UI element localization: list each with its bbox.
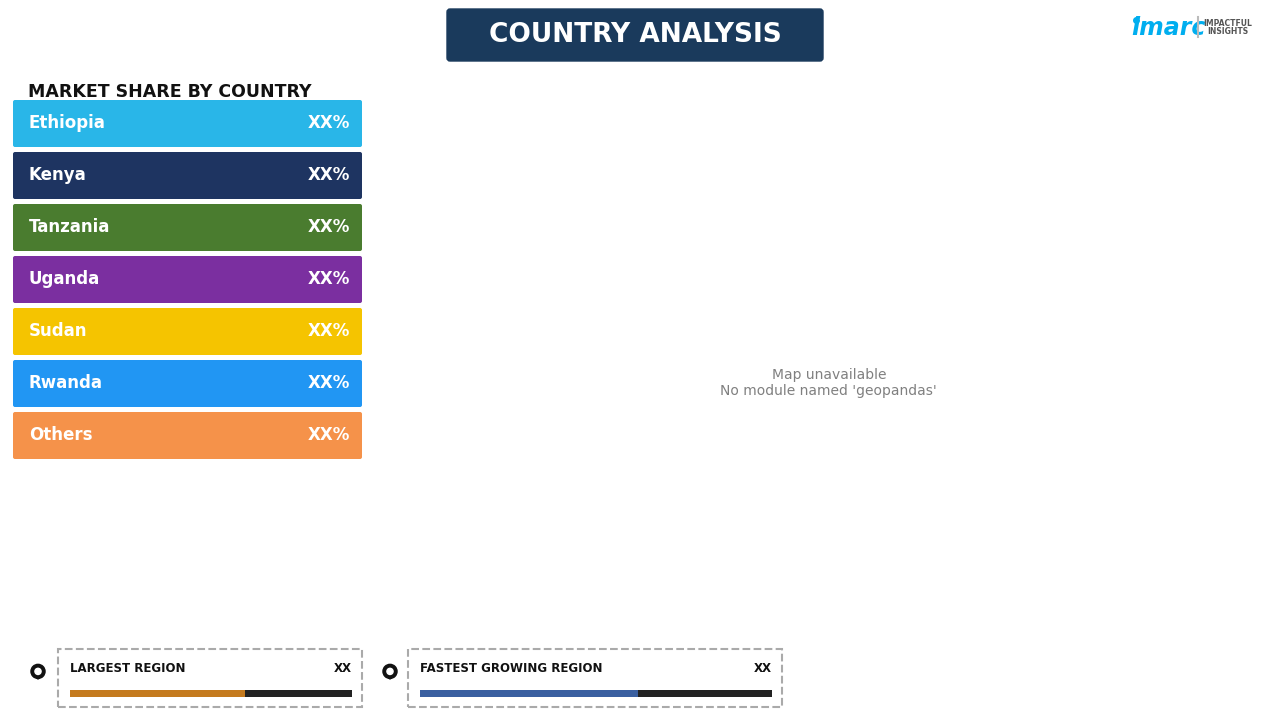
Text: XX%: XX% [307, 218, 349, 236]
Text: XX%: XX% [307, 166, 349, 184]
Text: XX%: XX% [307, 374, 349, 392]
Text: Uganda: Uganda [29, 271, 100, 289]
FancyBboxPatch shape [13, 308, 362, 355]
Text: FASTEST GROWING REGION: FASTEST GROWING REGION [420, 662, 603, 675]
FancyBboxPatch shape [13, 204, 362, 251]
Polygon shape [32, 671, 44, 679]
Circle shape [35, 668, 41, 675]
Text: COUNTRY ANALYSIS: COUNTRY ANALYSIS [489, 22, 781, 48]
Text: imarc: imarc [1130, 16, 1206, 40]
FancyBboxPatch shape [13, 256, 362, 303]
Bar [70, 690, 244, 697]
Text: Sudan: Sudan [29, 323, 87, 341]
Text: XX%: XX% [307, 114, 349, 132]
FancyBboxPatch shape [447, 9, 823, 61]
Text: XX%: XX% [307, 426, 349, 444]
Circle shape [31, 665, 45, 678]
Circle shape [383, 665, 397, 678]
Text: Others: Others [29, 426, 92, 444]
Text: IMPACTFUL: IMPACTFUL [1203, 19, 1252, 27]
Circle shape [387, 668, 393, 675]
FancyBboxPatch shape [408, 649, 782, 707]
Text: XX: XX [334, 662, 352, 675]
Bar [70, 690, 352, 697]
FancyBboxPatch shape [13, 360, 362, 407]
FancyBboxPatch shape [13, 100, 362, 147]
Text: Rwanda: Rwanda [29, 374, 102, 392]
Text: MARKET SHARE BY COUNTRY: MARKET SHARE BY COUNTRY [28, 83, 311, 101]
FancyBboxPatch shape [13, 152, 362, 199]
Bar [420, 690, 772, 697]
Bar [420, 690, 639, 697]
Text: XX%: XX% [307, 271, 349, 289]
Text: XX: XX [754, 662, 772, 675]
Polygon shape [384, 671, 397, 679]
Text: Tanzania: Tanzania [29, 218, 110, 236]
Text: Kenya: Kenya [29, 166, 87, 184]
Text: LARGEST REGION: LARGEST REGION [70, 662, 186, 675]
FancyBboxPatch shape [58, 649, 362, 707]
Text: INSIGHTS: INSIGHTS [1207, 27, 1248, 35]
Text: XX%: XX% [307, 323, 349, 341]
Text: Map unavailable
No module named 'geopandas': Map unavailable No module named 'geopand… [721, 369, 937, 398]
Text: Ethiopia: Ethiopia [29, 114, 106, 132]
FancyBboxPatch shape [13, 412, 362, 459]
